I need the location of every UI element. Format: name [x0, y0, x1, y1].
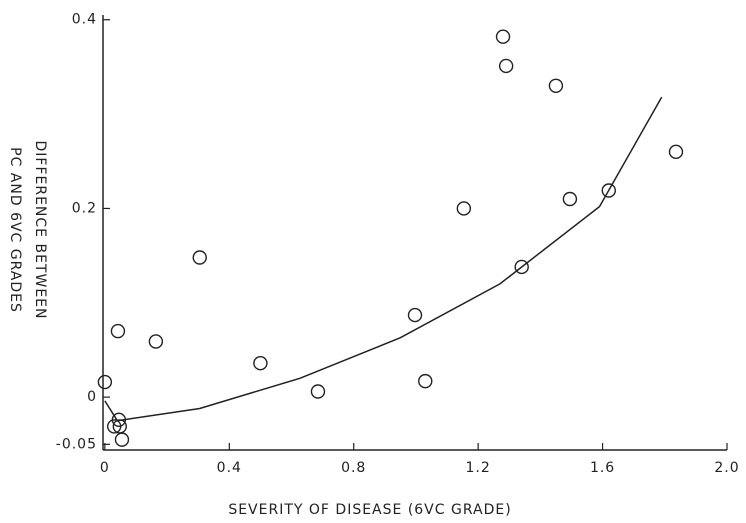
point	[548, 78, 564, 93]
y-tick-label: 0.2	[72, 200, 97, 216]
point	[253, 355, 268, 371]
point	[418, 373, 433, 389]
y-axis-label: DIFFERENCE BETWEEN	[32, 141, 48, 320]
point	[310, 384, 326, 399]
y-tick-label: 0.4	[72, 12, 97, 28]
fit-curve	[104, 96, 663, 422]
point	[456, 201, 472, 216]
x-tick-label: 1.6	[590, 460, 615, 476]
point	[495, 29, 511, 44]
point	[668, 144, 684, 160]
point	[192, 250, 207, 265]
point	[110, 323, 126, 339]
x-tick-label: 0	[100, 460, 110, 476]
y-axis-label: PC AND 6VC GRADES	[7, 147, 23, 313]
x-tick-label: 2.0	[714, 460, 739, 476]
point	[601, 183, 616, 198]
point	[97, 374, 113, 390]
x-tick-label: 0.8	[341, 460, 366, 476]
x-tick-label: 1.2	[466, 460, 491, 476]
point	[148, 334, 164, 349]
x-axis-label: SEVERITY OF DISEASE (6VC GRADE)	[228, 502, 511, 518]
point	[562, 191, 578, 207]
y-tick-label: 0	[87, 389, 97, 405]
point	[407, 307, 423, 323]
point	[106, 419, 122, 434]
point	[114, 432, 130, 447]
point	[498, 58, 514, 74]
point	[514, 259, 529, 275]
x-tick-label: 0.4	[217, 460, 242, 476]
y-tick-label: -0.05	[56, 436, 97, 452]
